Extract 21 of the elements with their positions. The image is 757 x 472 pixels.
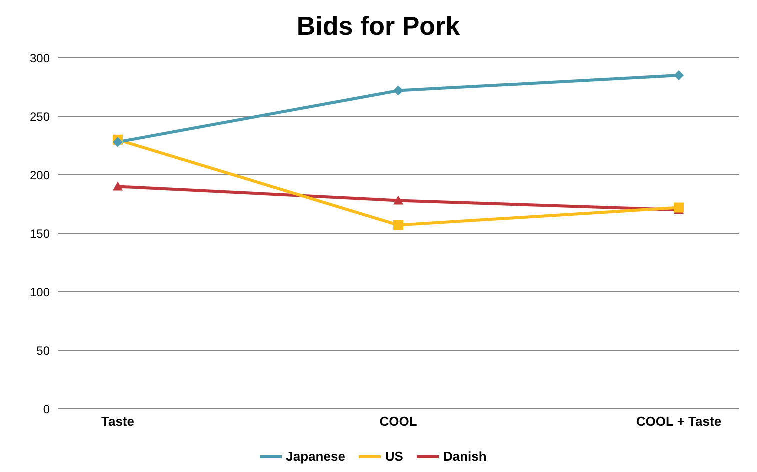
legend-label: US	[385, 449, 404, 464]
y-tick-label: 300	[30, 51, 50, 66]
y-tick-label: 200	[30, 168, 50, 182]
point	[674, 202, 684, 213]
x-tick-label: COOL	[380, 414, 418, 430]
x-tick-label: COOL + Taste	[636, 414, 722, 430]
y-tick-label: 250	[30, 110, 50, 124]
y-tick-label: 150	[30, 226, 50, 241]
point	[394, 220, 404, 230]
legend-label: Japanese	[286, 449, 346, 464]
point	[394, 86, 404, 96]
y-tick-label: 100	[30, 285, 50, 300]
point	[113, 182, 123, 191]
point	[394, 196, 404, 205]
point	[113, 137, 123, 148]
legend-label: Danish	[443, 449, 487, 464]
y-tick-label: 50	[36, 344, 50, 358]
point	[674, 70, 684, 81]
x-tick-label: Taste	[102, 414, 134, 430]
chart-title: Bids for Pork	[296, 10, 462, 43]
y-tick-label: 0	[43, 402, 50, 416]
